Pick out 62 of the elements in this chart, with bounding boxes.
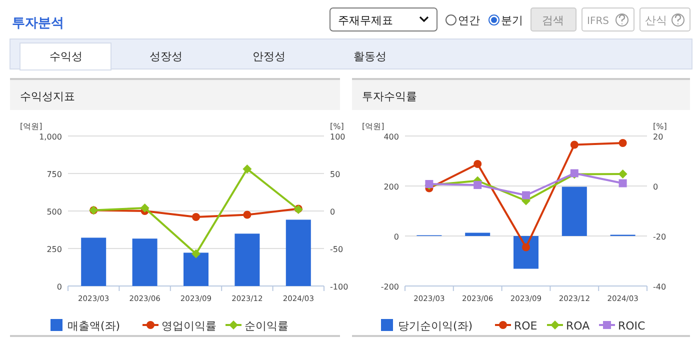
text: 성장성 <box>150 50 182 63</box>
point <box>522 243 530 252</box>
y2-tick-label: 0 <box>330 208 336 216</box>
text: 연간 <box>458 14 480 27</box>
y-tick-label: 250 <box>46 245 62 254</box>
bar <box>465 232 490 236</box>
text: 분기 <box>501 14 523 27</box>
legend-label: ROIC <box>618 320 646 332</box>
point <box>243 210 252 219</box>
bar <box>132 238 158 286</box>
point <box>618 170 628 178</box>
legend-label: 매출액(좌) <box>68 320 120 332</box>
point <box>618 179 627 188</box>
point <box>192 249 200 258</box>
y2-tick-label: 20 <box>653 132 664 142</box>
legend-label: ROA <box>566 320 590 332</box>
legend-label: ROE <box>514 320 538 332</box>
y2-tick-label: -40 <box>653 282 666 292</box>
bar <box>81 238 106 286</box>
y2-tick-label: 100 <box>330 132 346 142</box>
y-tick-label: 400 <box>384 132 399 142</box>
y-axis-title: [억원] <box>362 122 384 131</box>
y2-axis-title: [%] <box>330 122 344 131</box>
y2-tick-label: -20 <box>653 232 666 242</box>
y-tick-label: -200 <box>380 282 399 292</box>
chart-title: 투자수익률 <box>362 90 417 103</box>
bar <box>234 234 260 286</box>
y-tick-label: 0 <box>56 282 62 292</box>
y-tick-label: 1,000 <box>39 132 62 142</box>
chart-title: 수익성지표 <box>20 90 75 103</box>
legend-label: 순이익률 <box>244 320 288 332</box>
text: 안정성 <box>252 50 286 63</box>
y2-tick-label: -100 <box>330 282 348 292</box>
bar <box>286 220 311 286</box>
point <box>474 181 482 189</box>
y-tick-label: 200 <box>384 182 399 192</box>
point <box>474 160 482 168</box>
text: 수익성 <box>50 50 82 63</box>
bar <box>562 186 587 236</box>
point <box>570 140 578 149</box>
legend-label: 당기순이익(좌) <box>398 320 473 332</box>
bar <box>184 252 208 286</box>
text: 산식 <box>645 14 667 27</box>
text: IFRS <box>587 16 609 27</box>
y2-tick-label: 0 <box>653 182 658 192</box>
point <box>618 139 627 147</box>
text: 주재무제표 <box>338 14 393 27</box>
y-tick-label: 0 <box>394 232 399 242</box>
y2-tick-label: -50 <box>330 245 344 254</box>
y-axis-title: [억원] <box>20 122 42 131</box>
point <box>140 204 150 212</box>
y2-tick-label: 50 <box>330 170 340 179</box>
legend-label: 영업이익률 <box>162 320 216 332</box>
point <box>242 164 252 174</box>
y-tick-label: 500 <box>46 208 62 216</box>
y2-axis-title: [%] <box>653 122 667 131</box>
point <box>522 191 530 200</box>
point <box>192 213 200 221</box>
text: 투자분석 <box>12 16 64 31</box>
y-tick-label: 750 <box>46 170 62 179</box>
text: 검색 <box>542 14 564 27</box>
text: 활동성 <box>354 50 386 63</box>
